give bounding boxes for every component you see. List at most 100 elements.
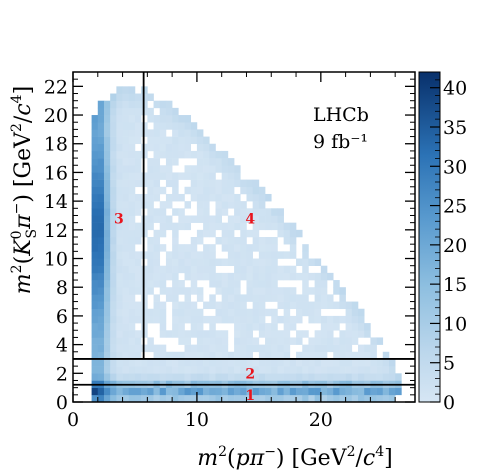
heatmap-cell [184, 244, 192, 252]
heatmap-cell [333, 358, 340, 367]
heatmap-cell [128, 330, 136, 338]
heatmap-cell [165, 107, 173, 116]
heatmap-cell [196, 136, 204, 145]
heatmap-cell [196, 186, 204, 195]
heatmap-cell [240, 229, 247, 238]
heatmap-cell [184, 122, 192, 130]
heatmap-cell [97, 215, 105, 223]
heatmap-cell [128, 222, 136, 231]
heatmap-cell [203, 215, 210, 223]
heatmap-cell [110, 172, 117, 180]
heatmap-cell [103, 315, 111, 324]
heatmap-cell [153, 208, 161, 216]
heatmap-cell [91, 366, 99, 374]
heatmap-cell [159, 115, 167, 123]
heatmap-cell [265, 215, 272, 223]
heatmap-cell [178, 172, 185, 180]
heatmap-cell [308, 308, 315, 317]
heatmap-cell [122, 107, 130, 116]
heatmap-cell [172, 208, 179, 216]
heatmap-cell [252, 294, 260, 302]
heatmap-cell [97, 351, 105, 360]
heatmap-cell [159, 100, 167, 109]
heatmap-cell [141, 373, 148, 381]
heatmap-cell [252, 272, 260, 281]
heatmap-cell [234, 272, 241, 281]
heatmap-cell [246, 272, 253, 281]
heatmap-cell [258, 251, 266, 259]
heatmap-cell [289, 251, 297, 259]
heatmap-cell [277, 337, 284, 345]
heatmap-cell [246, 337, 253, 345]
heatmap-cell [358, 315, 365, 324]
heatmap-cell [351, 315, 359, 324]
heatmap-cell [265, 193, 272, 202]
heatmap-cell [258, 394, 266, 402]
heatmap-cell [240, 394, 247, 402]
heatmap-cell [159, 287, 167, 295]
heatmap-cell [147, 93, 154, 101]
heatmap-cell [184, 165, 192, 173]
heatmap-cell [376, 337, 384, 345]
heatmap-cell [190, 244, 198, 252]
heatmap-cell [190, 179, 198, 188]
region-boundaries [73, 72, 415, 386]
heatmap-cell [122, 287, 130, 295]
heatmap-cell [122, 136, 130, 145]
heatmap-cell [122, 294, 130, 302]
heatmap-cell [122, 244, 130, 252]
heatmap-cell [116, 215, 123, 223]
heatmap-cell [221, 294, 229, 302]
heatmap-cell [221, 244, 229, 252]
heatmap-cell [265, 258, 272, 266]
heatmap-cell [277, 287, 284, 295]
heatmap-cell [110, 294, 117, 302]
heatmap-cell [178, 366, 185, 374]
heatmap-cell [265, 237, 272, 245]
heatmap-cell [209, 222, 216, 231]
heatmap-cell [91, 387, 99, 396]
heatmap-cell [147, 215, 154, 223]
heatmap-cell [333, 323, 340, 331]
heatmap-cell [103, 373, 111, 381]
heatmap-cell [134, 373, 142, 381]
heatmap-cell [196, 315, 204, 324]
heatmap-cell [190, 272, 198, 281]
heatmap-cell [209, 330, 216, 338]
heatmap-cell [283, 366, 291, 374]
heatmap-cell [178, 351, 185, 360]
heatmap-cell [203, 201, 210, 209]
heatmap-cell [147, 143, 154, 152]
heatmap-cell [172, 358, 179, 367]
heatmap-cell [110, 358, 117, 367]
heatmap-cell [234, 251, 241, 259]
heatmap-cell [308, 387, 315, 396]
heatmap-cell [165, 100, 173, 109]
heatmap-cell [215, 165, 222, 173]
heatmap-cell [103, 251, 111, 259]
heatmap-cell [289, 315, 297, 324]
heatmap-cell [134, 265, 142, 274]
heatmap-cell [91, 344, 99, 353]
heatmap-cell [221, 366, 229, 374]
heatmap-cell [159, 330, 167, 338]
heatmap-cell [265, 222, 272, 231]
heatmap-cell [172, 107, 179, 116]
heatmap-cell [358, 323, 365, 331]
heatmap-cell [128, 301, 136, 310]
heatmap-cell [221, 208, 229, 216]
heatmap-cell [110, 330, 117, 338]
heatmap-cell [376, 387, 384, 396]
heatmap-cell [209, 193, 216, 202]
heatmap-cell [116, 93, 123, 101]
heatmap-cell [314, 308, 322, 317]
heatmap-cell [215, 158, 222, 166]
heatmap-cell [196, 237, 204, 245]
heatmap-cell [265, 251, 272, 259]
heatmap-cell [234, 237, 241, 245]
heatmap-cell [128, 201, 136, 209]
heatmap-cell [128, 229, 136, 238]
heatmap-cell [351, 387, 359, 396]
heatmap-cell [134, 366, 142, 374]
heatmap-cell [184, 115, 192, 123]
